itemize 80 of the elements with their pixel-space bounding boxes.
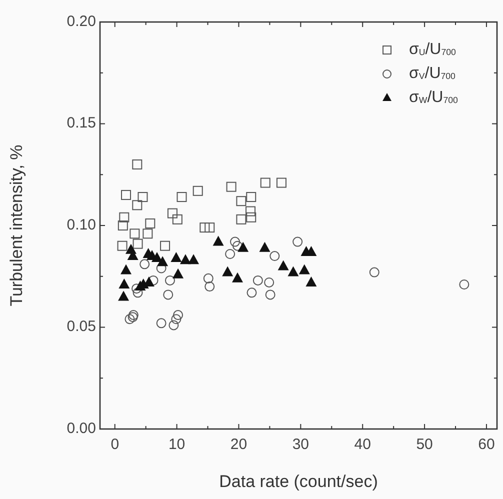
point — [306, 276, 317, 286]
x-tick-label: 40 — [354, 436, 371, 453]
point — [212, 236, 224, 246]
point — [246, 212, 256, 222]
point — [171, 314, 182, 324]
point — [260, 178, 270, 188]
point — [120, 264, 132, 274]
point — [188, 254, 200, 264]
point — [265, 290, 276, 300]
point — [204, 222, 215, 233]
x-tick-label: 0 — [110, 436, 120, 453]
point — [157, 256, 168, 266]
point — [138, 192, 148, 202]
y-axis-title: Turbulent intensity, % — [7, 144, 26, 306]
point — [172, 268, 184, 278]
point — [246, 288, 257, 298]
point — [200, 222, 210, 233]
point — [232, 272, 243, 282]
point — [156, 318, 166, 328]
point — [170, 252, 182, 262]
point — [292, 236, 303, 247]
point — [236, 214, 246, 224]
point — [132, 238, 143, 249]
point — [151, 252, 162, 262]
point — [246, 206, 256, 216]
point — [276, 178, 286, 188]
point — [238, 242, 249, 252]
x-tick-label: 30 — [292, 436, 310, 453]
x-axis-title: Data rate (count/sec) — [219, 472, 378, 491]
point — [167, 208, 178, 218]
point — [264, 277, 274, 288]
x-tick-label: 50 — [416, 436, 433, 453]
point — [118, 220, 128, 230]
point — [369, 267, 380, 278]
point — [204, 282, 215, 292]
point — [145, 218, 156, 228]
y-tick-label: 0.10 — [66, 216, 96, 234]
point — [118, 278, 130, 289]
point — [298, 264, 310, 274]
point — [117, 240, 128, 251]
point — [226, 182, 236, 192]
x-tick-label: 10 — [168, 436, 186, 453]
point — [180, 254, 191, 264]
point — [132, 284, 142, 294]
point — [270, 251, 280, 262]
y-tick-label: 0.15 — [66, 114, 96, 132]
point — [121, 190, 132, 200]
point — [140, 259, 150, 270]
point — [459, 280, 470, 290]
y-tick-label: 0.05 — [66, 318, 96, 336]
point — [252, 275, 263, 286]
point — [119, 212, 130, 222]
x-tick-label: 60 — [478, 436, 495, 453]
point — [288, 266, 299, 276]
point — [278, 260, 289, 270]
point — [246, 192, 256, 202]
point — [130, 228, 140, 239]
point — [192, 186, 203, 196]
y-tick-label: 0.00 — [66, 420, 96, 437]
point — [132, 200, 142, 210]
point — [132, 159, 142, 170]
point — [124, 314, 135, 324]
point — [236, 196, 246, 206]
point — [164, 275, 175, 286]
point — [225, 248, 236, 259]
point — [173, 310, 184, 320]
point — [132, 288, 143, 298]
point — [163, 290, 174, 300]
point — [160, 240, 170, 251]
point — [176, 192, 187, 202]
point — [142, 228, 153, 239]
y-tick-label: 0.20 — [66, 12, 96, 30]
point — [222, 266, 234, 276]
point — [172, 214, 182, 224]
point — [259, 242, 270, 252]
point — [230, 236, 240, 247]
point — [168, 320, 179, 330]
point — [118, 290, 130, 301]
point — [203, 273, 214, 284]
x-tick-label: 20 — [230, 436, 248, 453]
